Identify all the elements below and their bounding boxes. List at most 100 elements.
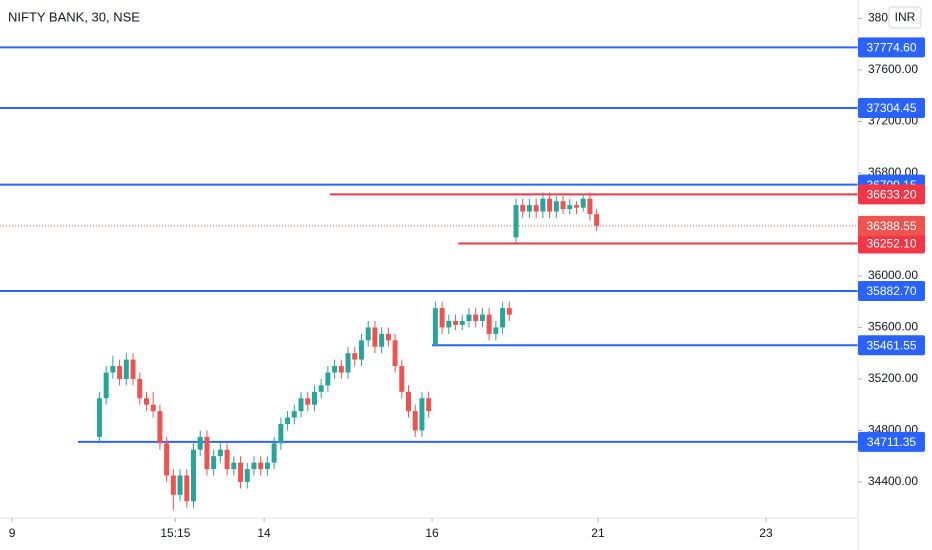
candle-body [217, 449, 223, 457]
candle-body [345, 353, 351, 373]
candle-body [573, 205, 579, 208]
x-tick-label: 15:15 [160, 526, 190, 540]
candle-body [426, 398, 432, 412]
candle-body [553, 201, 559, 212]
candle-body [466, 314, 472, 321]
candle-body [332, 366, 338, 373]
candle-body [493, 327, 499, 334]
price-tag-label: 37304.45 [866, 101, 916, 115]
x-tick-label: 21 [591, 526, 605, 540]
candle-body [453, 320, 459, 325]
candle-body [533, 205, 539, 212]
currency: INR [895, 10, 916, 24]
candle-body [191, 449, 197, 502]
price-tag [858, 335, 925, 356]
candle-body [526, 205, 532, 212]
price-tags: 37774.6037304.4536709.1536633.2036252.10… [858, 37, 925, 452]
candle-body [406, 391, 412, 412]
candle-body [123, 359, 129, 379]
price-tag-label: 36633.20 [866, 188, 916, 202]
candle-body [372, 327, 378, 347]
candle-body [285, 417, 291, 425]
candle-body [580, 198, 586, 208]
candle-body [103, 372, 109, 399]
candle-body [379, 333, 385, 347]
y-tick-label: 36000.00 [868, 268, 918, 282]
candle-body [352, 353, 358, 360]
x-tick-label: 14 [257, 526, 271, 540]
candle-body [446, 320, 452, 328]
candle-body [258, 462, 264, 470]
candle-body [412, 411, 418, 431]
x-tick-label: 23 [759, 526, 773, 540]
candle-body [392, 340, 398, 367]
candle-body [325, 372, 331, 386]
candle-body [587, 198, 593, 215]
candle-body [251, 462, 257, 470]
candle-body [439, 308, 445, 328]
candle-body [506, 308, 512, 315]
price-tag-label: 34711.35 [867, 435, 916, 449]
candle-body [520, 205, 526, 212]
candle-body [271, 443, 277, 463]
candle-body [318, 385, 324, 392]
candle-body [170, 475, 176, 495]
candle-body [204, 436, 210, 470]
price-axis: 34400.0034800.0035200.0035600.0036000.00… [9, 11, 919, 541]
y-tick-label: 34400.00 [868, 474, 918, 488]
candle-body [211, 456, 217, 470]
price-tag-label: 36388.55 [866, 219, 916, 233]
currency-box[interactable] [888, 6, 922, 29]
candle-body [305, 398, 311, 405]
candle-body [311, 391, 317, 405]
price-tag [858, 431, 925, 452]
price-tag [858, 37, 925, 58]
candle-body [358, 340, 364, 360]
candle-body [244, 469, 250, 482]
candle-body [291, 411, 297, 418]
price-tag-label: 36252.10 [866, 237, 916, 251]
chart-title: NIFTY BANK, 30, NSE [8, 9, 140, 24]
candle-body [547, 198, 553, 212]
candle-body [479, 314, 485, 321]
y-tick-label: 35600.00 [868, 320, 918, 334]
candle-body [137, 378, 143, 399]
y-tick-label: 35200.00 [868, 371, 918, 385]
price-tag [858, 184, 925, 205]
price-tag-label: 35882.70 [866, 284, 916, 298]
candle-body [96, 398, 102, 437]
candle-body [238, 462, 244, 482]
candle-body [264, 462, 270, 470]
candle-body [143, 398, 149, 405]
candle-body [513, 205, 519, 238]
candle-body [473, 314, 479, 321]
candle-body [197, 436, 203, 450]
candle-body [150, 404, 156, 412]
candle-body [184, 475, 190, 502]
x-tick-label: 16 [425, 526, 439, 540]
candle-body [594, 214, 600, 226]
x-tick-label: 9 [9, 526, 16, 540]
y-tick-label: 37600.00 [868, 62, 918, 76]
candle-body [164, 443, 170, 476]
price-tag-label: 37774.60 [866, 41, 916, 55]
candle-body [117, 366, 123, 379]
candle-body [459, 320, 465, 325]
candle-body [365, 327, 371, 341]
price-tag [858, 215, 925, 236]
candle-body [399, 366, 405, 392]
candle-body [419, 398, 425, 431]
plot-area [0, 46, 858, 511]
price-tag [858, 233, 925, 254]
candle-body [567, 205, 573, 209]
candle-body [157, 411, 163, 444]
price-tag [858, 281, 925, 302]
candle-body [177, 475, 183, 495]
candle-body [432, 308, 438, 345]
candle-body [110, 366, 116, 373]
candle-body [298, 398, 304, 412]
candle-body [338, 366, 344, 373]
candle-body [278, 424, 284, 444]
candle-body [130, 359, 136, 379]
candle-body [540, 198, 546, 212]
